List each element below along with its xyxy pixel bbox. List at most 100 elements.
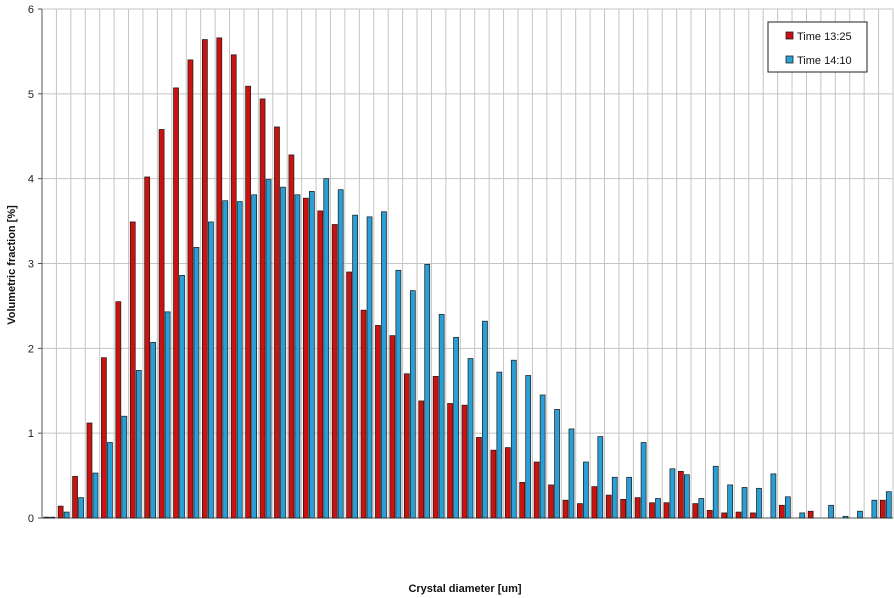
bar-series-2 — [107, 442, 113, 519]
bar-series-2 — [438, 314, 445, 519]
bar-series-1 — [461, 404, 468, 519]
bar-series-1 — [346, 271, 352, 519]
bar-series-1 — [879, 499, 886, 519]
bar-series-2 — [193, 247, 200, 519]
bar-series-2 — [323, 178, 330, 519]
bar-series-2 — [583, 461, 589, 519]
y-tick-labels: 0 1 2 3 4 5 6 — [28, 4, 34, 525]
bar-series-1 — [418, 400, 425, 519]
y-tick-label: 3 — [28, 259, 34, 271]
bar-series-1 — [115, 301, 122, 519]
y-tick-label: 1 — [28, 428, 34, 440]
bar-series-1 — [245, 85, 251, 519]
bar-series-2 — [63, 511, 70, 519]
bar-series-2 — [741, 487, 748, 519]
y-axis-title: Volumetric fraction [%] — [6, 205, 18, 325]
bar-series-1 — [144, 176, 151, 519]
bar-series-1 — [577, 503, 583, 519]
bar-series-1 — [274, 126, 280, 519]
bar-series-2 — [626, 476, 633, 519]
bar-series-2 — [164, 311, 171, 519]
bar-series-1 — [476, 437, 482, 519]
bar-series-2 — [568, 428, 575, 519]
bar-series-1 — [43, 516, 50, 519]
bar-series-2 — [251, 194, 257, 519]
bar-series-1 — [317, 210, 324, 519]
bar-series-2 — [525, 375, 532, 519]
bar-series-1 — [216, 37, 223, 519]
bar-series-2 — [669, 468, 676, 519]
bar-series-1 — [620, 498, 627, 519]
y-tick-label: 2 — [28, 343, 34, 355]
bar-series-1 — [692, 503, 699, 519]
bar-series-1 — [187, 59, 194, 519]
bar-series-2 — [294, 194, 301, 519]
bar-series-1 — [158, 129, 165, 519]
legend-swatch-series-1 — [785, 31, 794, 40]
bar-series-2 — [756, 487, 762, 519]
bar-series-2 — [539, 394, 546, 519]
bar-series-2 — [597, 436, 604, 519]
bar-series-2 — [453, 336, 459, 519]
bar-series-2 — [236, 201, 243, 519]
bar-series-1 — [447, 403, 453, 519]
y-tick-label: 6 — [28, 4, 34, 16]
y-tick-label: 0 — [28, 513, 34, 525]
bar-series-1 — [778, 504, 785, 519]
bar-series-2 — [179, 275, 185, 519]
bar-series-1 — [504, 447, 511, 519]
bar-series-2 — [712, 465, 719, 519]
bar-series-2 — [121, 415, 128, 519]
bar-series-1 — [432, 375, 439, 519]
bar-series-2 — [280, 186, 286, 519]
bar-series-2 — [842, 515, 849, 519]
bar-series-2 — [395, 269, 402, 519]
bar-series-2 — [352, 214, 358, 519]
bar-series-1 — [706, 510, 713, 519]
legend-label-series-1: Time 13:25 — [797, 31, 852, 43]
bar-series-2 — [467, 358, 474, 519]
bar-series-1 — [72, 476, 78, 519]
bar-series-1 — [663, 502, 670, 519]
bar-series-2 — [366, 216, 373, 519]
bar-series-1 — [591, 486, 598, 519]
bar-series-2 — [655, 498, 661, 519]
legend-swatch-series-2 — [785, 55, 794, 64]
legend: Time 13:25 Time 14:10 — [767, 21, 868, 73]
bar-series-1 — [173, 87, 179, 519]
bar-series-2 — [698, 498, 705, 519]
bar-series-2 — [135, 370, 142, 519]
bar-series-2 — [92, 472, 99, 519]
bar-series-2 — [554, 409, 560, 519]
bar-series-1 — [605, 494, 612, 519]
bar-series-1 — [750, 512, 756, 519]
bar-series-2 — [222, 200, 229, 519]
bar-series-2 — [510, 359, 517, 519]
bar-series-2 — [871, 499, 878, 519]
bar-series-1 — [403, 373, 410, 519]
bar-series-1 — [721, 512, 727, 519]
bar-series-2 — [337, 189, 344, 519]
bar-series-1 — [807, 510, 814, 519]
legend-frame — [767, 21, 868, 73]
bars — [43, 37, 892, 519]
bar-series-1 — [360, 309, 367, 519]
bar-series-2 — [640, 442, 647, 519]
bar-series-2 — [684, 474, 690, 519]
bar-series-1 — [490, 449, 497, 519]
bar-series-2 — [150, 342, 157, 519]
bar-series-1 — [562, 499, 569, 519]
bar-series-1 — [678, 470, 684, 519]
bar-series-2 — [828, 504, 834, 519]
bar-series-1 — [230, 54, 237, 519]
bar-series-2 — [496, 371, 503, 519]
bar-series-1 — [519, 482, 526, 519]
bar-series-2 — [611, 476, 618, 519]
bar-series-2 — [424, 263, 431, 519]
bar-series-1 — [331, 224, 338, 519]
bar-series-2 — [482, 320, 488, 519]
bar-series-1 — [375, 325, 381, 519]
bar-series-1 — [533, 461, 540, 519]
bar-series-1 — [202, 39, 208, 519]
